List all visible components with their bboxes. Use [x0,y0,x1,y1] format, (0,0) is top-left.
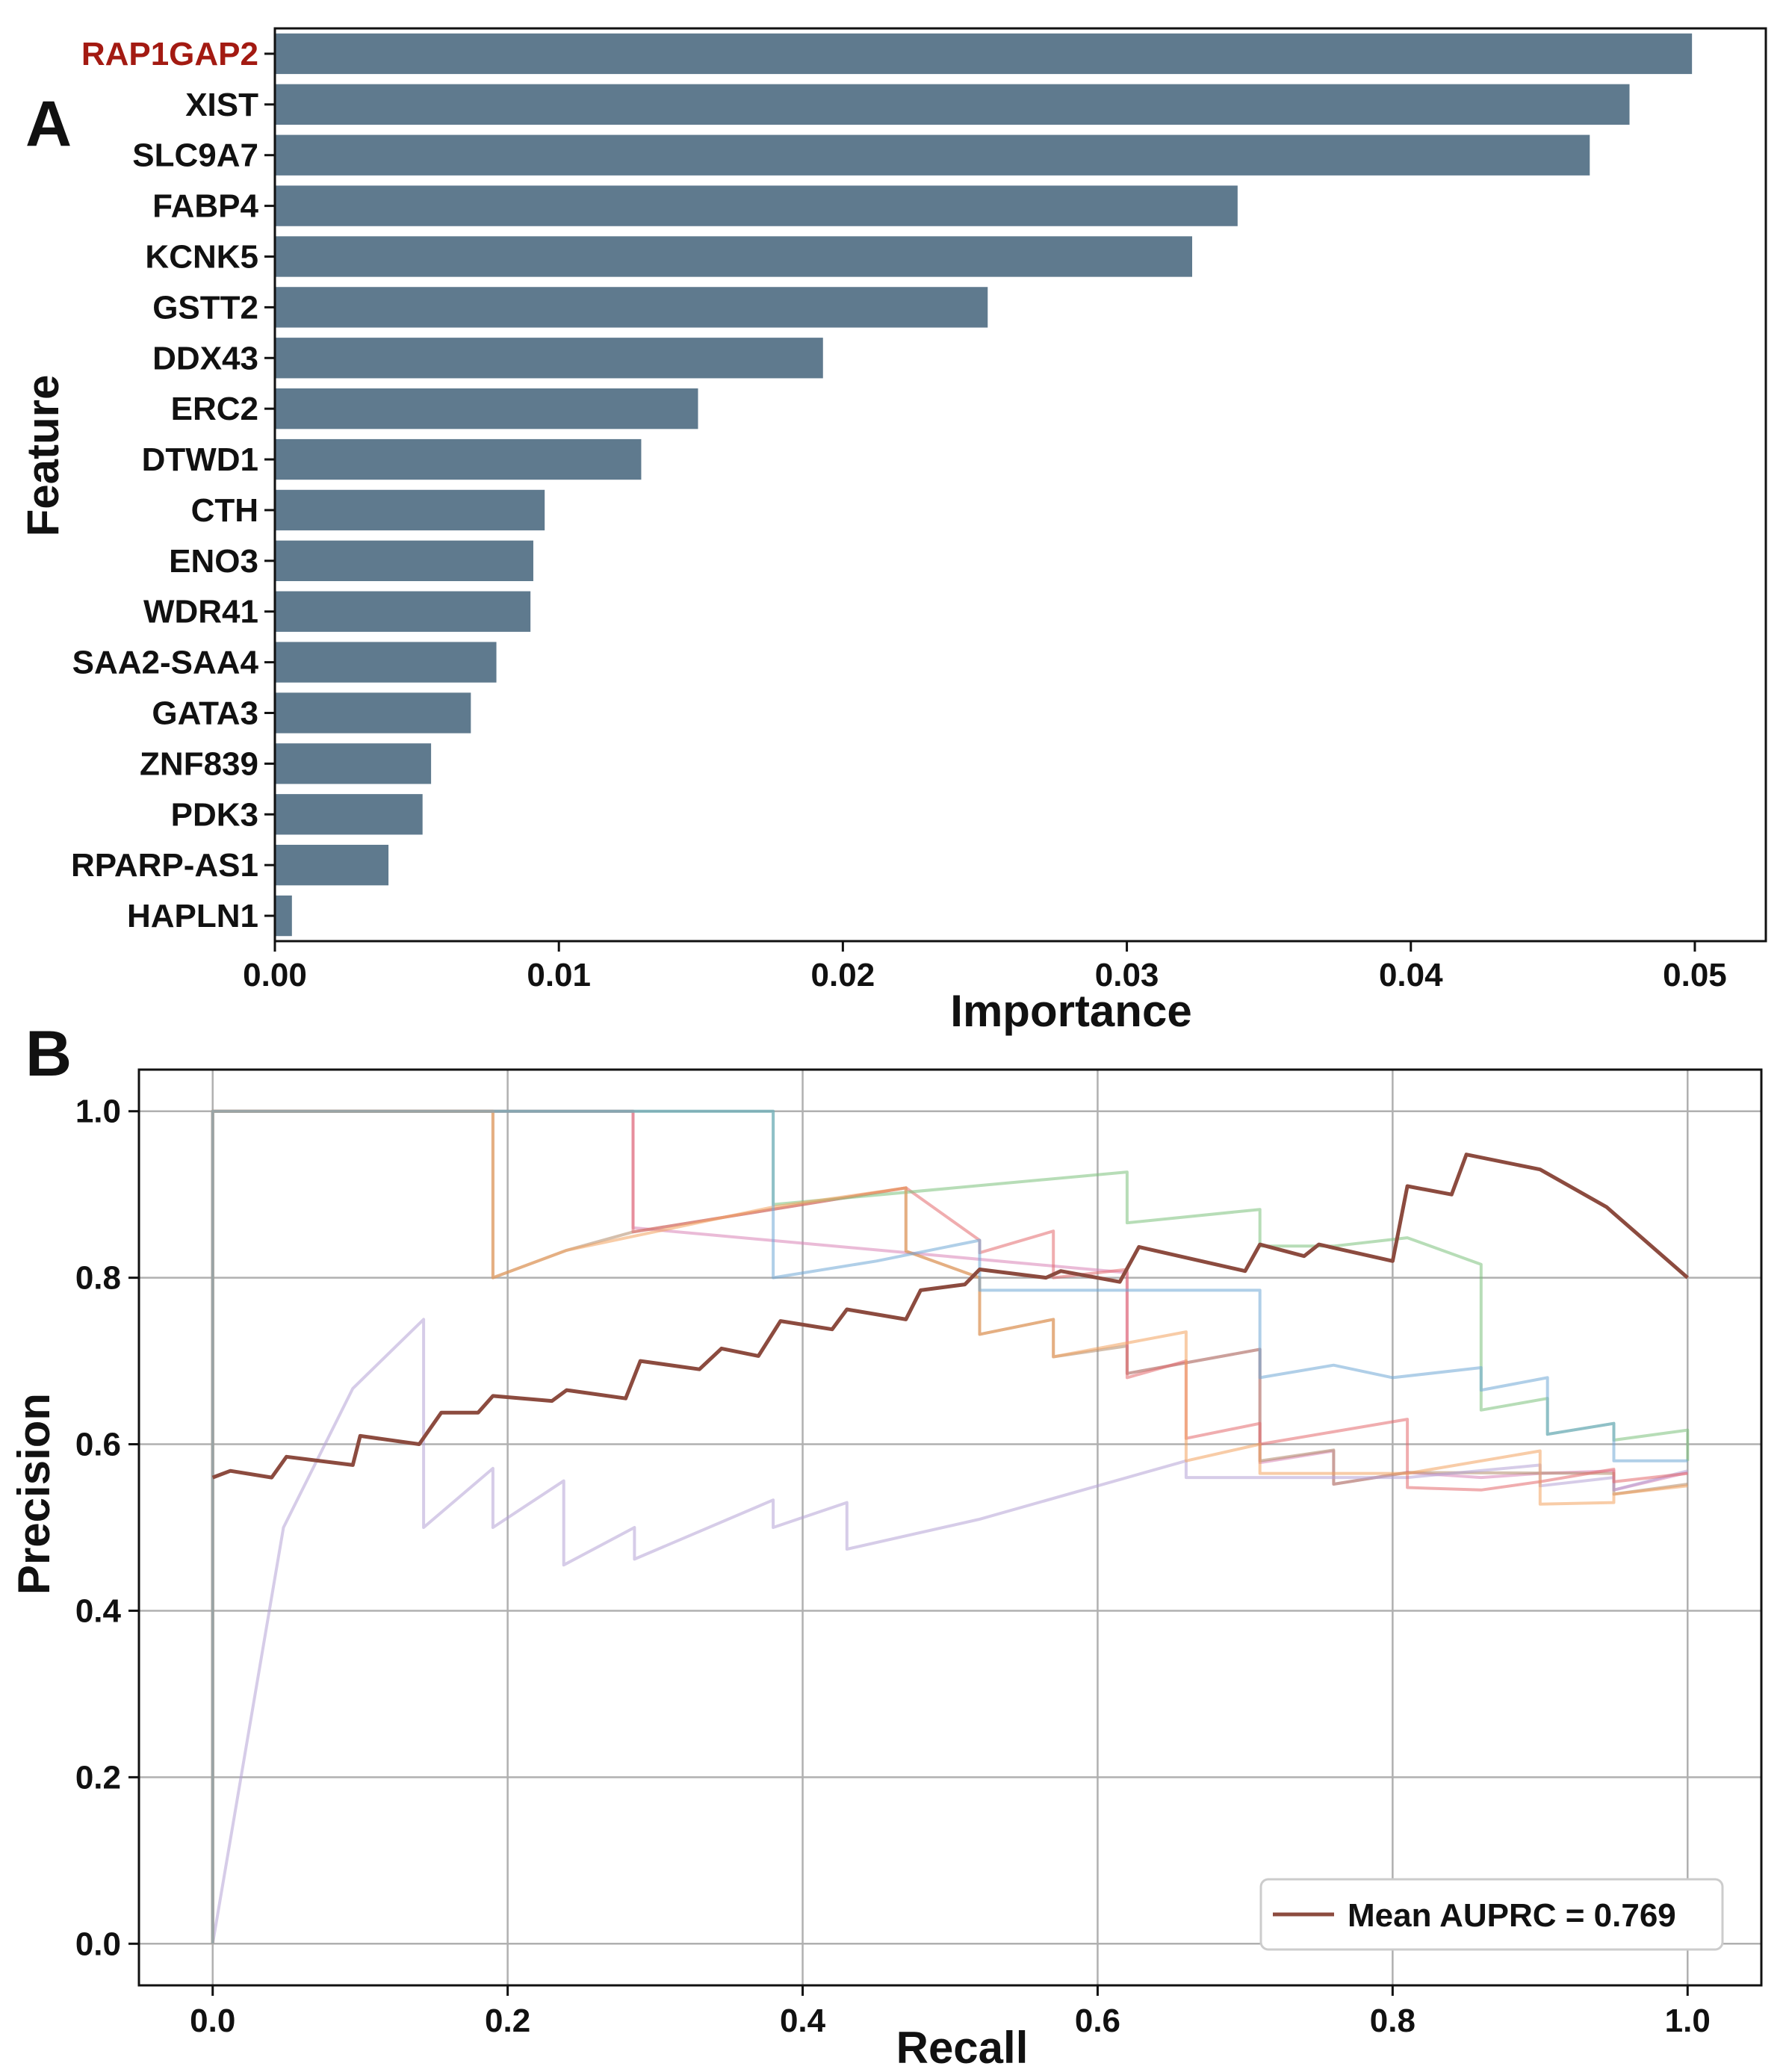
feature-label-eno3: ENO3 [169,543,258,580]
recall-tick-label: 0.6 [1075,2003,1120,2039]
importance-bars [275,33,1693,937]
importance-tick-label: 0.01 [527,957,591,993]
bar-kcnk5 [275,236,1193,277]
precision-axis-title: Precision [9,1393,59,1595]
feature-label-hapln1: HAPLN1 [127,898,258,934]
importance-ticks: 0.00 0.01 0.02 0.03 0.04 0.05 [243,941,1727,993]
feature-label-rap1gap2: RAP1GAP2 [81,36,258,72]
bar-gata3 [275,692,471,733]
bar-rparp-as1 [275,845,389,886]
pr-grid [139,1070,1761,1985]
bar-dtwd1 [275,438,642,480]
precision-recall-chart: 0.0 0.2 0.4 0.6 0.8 1.0 0.0 0.2 0.4 0.6 0.8 1.0 Rec… [9,1068,1763,2072]
recall-tick-label: 1.0 [1665,2003,1711,2039]
importance-tick-label: 0.05 [1663,957,1727,993]
panel-b-label: B [25,1018,72,1090]
bar-erc2 [275,388,698,429]
feature-label-saa2-saa4: SAA2-SAA4 [72,645,259,681]
bar-saa2-saa4 [275,642,497,683]
pr-curves [211,1109,1690,1944]
feature-label-gata3: GATA3 [152,695,258,732]
bar-wdr41 [275,591,531,632]
fold-pr-curve-5 [211,1318,1688,1944]
feature-label-fabp4: FABP4 [152,188,258,225]
precision-tick-label: 0.6 [75,1427,121,1463]
pr-ticks: 0.0 0.2 0.4 0.6 0.8 1.0 0.0 0.2 0.4 0.6 0.8 1.0 [75,1094,1711,2039]
fold-pr-curve-1 [211,1109,1688,1944]
feature-label-gstt2: GSTT2 [152,289,258,326]
bar-hapln1 [275,895,292,937]
recall-tick-label: 0.4 [780,2003,826,2039]
precision-tick-label: 0.8 [75,1260,121,1297]
feature-label-pdk3: PDK3 [171,796,258,833]
precision-tick-label: 0.2 [75,1759,121,1796]
bar-znf839 [275,743,432,784]
chart-b-frame [137,1068,1763,1987]
feature-label-erc2: ERC2 [171,391,258,427]
recall-tick-label: 0.0 [190,2003,235,2039]
bar-slc9a7 [275,134,1590,176]
importance-tick-label: 0.04 [1379,957,1443,993]
legend-label: Mean AUPRC = 0.769 [1348,1897,1676,1934]
bar-xist [275,84,1630,125]
feature-label-slc9a7: SLC9A7 [132,137,258,174]
importance-tick-label: 0.00 [243,957,307,993]
recall-axis-title: Recall [896,2023,1029,2072]
importance-tick-label: 0.03 [1095,957,1159,993]
bar-ddx43 [275,338,823,379]
chart-a-frame [273,27,1767,943]
bar-pdk3 [275,794,423,835]
feature-label-cth: CTH [191,492,258,529]
feature-label-kcnk5: KCNK5 [145,239,258,276]
feature-label-xist: XIST [185,87,258,123]
feature-importance-chart: RAP1GAP2 XIST SLC9A7 FABP4 KCNK5 GSTT2 DDX43 ER… [18,27,1767,1036]
feature-labels: RAP1GAP2 XIST SLC9A7 FABP4 KCNK5 GSTT2 DDX43 ER… [71,36,275,934]
feature-label-ddx43: DDX43 [152,340,258,376]
bar-eno3 [275,540,533,581]
bar-fabp4 [275,185,1238,226]
feature-label-rparp-as1: RPARP-AS1 [71,847,258,884]
feature-label-znf839: ZNF839 [140,745,258,782]
bar-rap1gap2 [275,33,1693,75]
panel-a-label: A [25,88,72,160]
legend: Mean AUPRC = 0.769 [1259,1878,1724,1951]
feature-axis-title: Feature [18,375,68,537]
bar-gstt2 [275,287,988,328]
importance-tick-label: 0.02 [811,957,875,993]
fold-pr-curve-6 [211,1109,1688,1944]
feature-label-wdr41: WDR41 [143,594,258,630]
precision-tick-label: 0.0 [75,1926,121,1962]
mean-pr-curve [211,1153,1689,1480]
legend-box [1259,1878,1724,1951]
precision-tick-label: 1.0 [75,1094,121,1130]
fold-pr-curve-3 [211,1109,1690,1944]
feature-label-dtwd1: DTWD1 [142,441,258,478]
fold-pr-curve-2 [211,1109,1688,1944]
precision-tick-label: 0.4 [75,1592,122,1629]
recall-tick-label: 0.8 [1370,2003,1416,2039]
fold-pr-curve-7 [211,1109,1688,1944]
bar-cth [275,489,545,531]
fold-pr-curve-4 [211,1109,1688,1944]
recall-tick-label: 0.2 [485,2003,530,2039]
importance-axis-title: Importance [950,986,1191,1036]
